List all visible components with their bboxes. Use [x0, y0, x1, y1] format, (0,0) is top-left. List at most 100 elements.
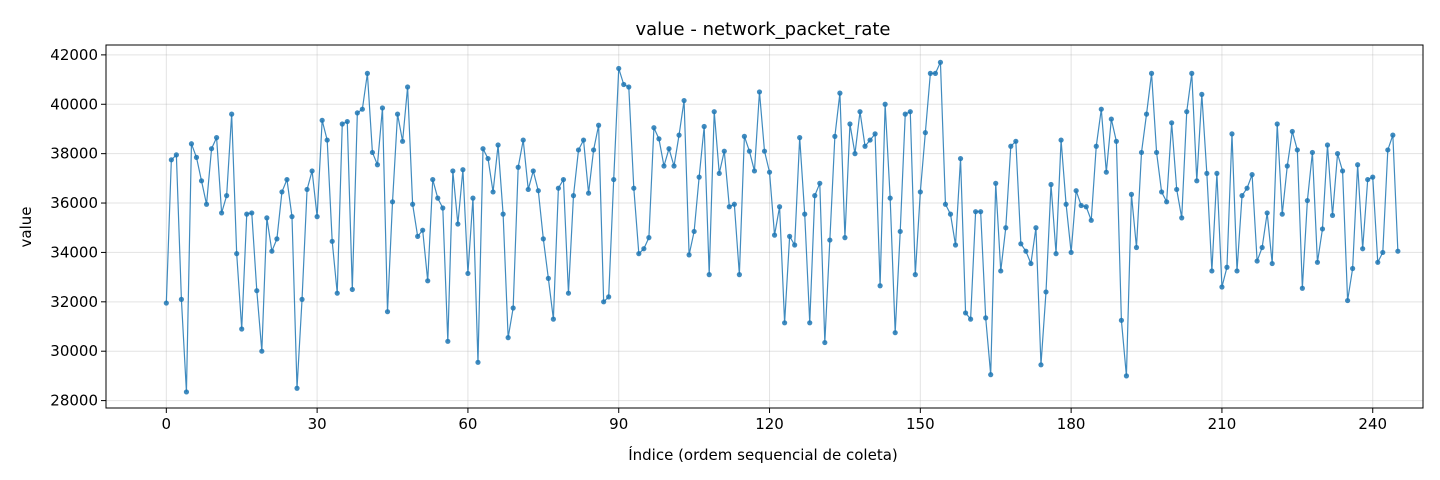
- data-point: [606, 294, 612, 300]
- data-point: [1073, 188, 1079, 194]
- data-point: [1068, 249, 1074, 256]
- data-point: [1209, 268, 1215, 274]
- data-point: [1284, 163, 1290, 169]
- data-point: [1234, 268, 1240, 274]
- data-point: [782, 320, 788, 326]
- data-point: [173, 152, 179, 158]
- data-point: [1314, 259, 1321, 265]
- data-point: [1008, 143, 1014, 149]
- data-point: [988, 372, 994, 378]
- data-point: [973, 209, 979, 215]
- data-point: [1033, 225, 1039, 231]
- data-point: [887, 195, 893, 201]
- data-point: [1159, 189, 1165, 195]
- data-point: [756, 89, 763, 95]
- x-tick-label: 210: [1208, 415, 1237, 433]
- y-axis-ticks: 28000 30000 32000 34000 36000 38000 40000 42000: [50, 46, 106, 410]
- data-point: [827, 237, 833, 243]
- data-point: [249, 210, 255, 216]
- data-point: [1365, 176, 1371, 183]
- data-point: [766, 169, 773, 175]
- data-point: [1093, 143, 1099, 149]
- data-point: [771, 232, 778, 238]
- y-tick-label: 30000: [50, 342, 98, 360]
- data-point: [671, 163, 677, 169]
- data-point: [837, 90, 843, 96]
- data-point: [1083, 204, 1089, 210]
- y-axis-label: value: [17, 207, 35, 248]
- data-point: [776, 204, 783, 210]
- data-point: [490, 189, 496, 195]
- data-point: [666, 146, 672, 152]
- data-point: [1133, 244, 1140, 251]
- data-point: [741, 133, 747, 139]
- data-point: [254, 288, 260, 294]
- data-point: [480, 146, 486, 152]
- data-point: [1370, 174, 1376, 180]
- data-point: [968, 316, 974, 322]
- data-point: [274, 236, 280, 242]
- data-point: [405, 84, 411, 90]
- data-point: [389, 199, 396, 205]
- data-point: [294, 385, 300, 391]
- data-point: [575, 147, 582, 153]
- y-tick-label: 28000: [50, 392, 98, 410]
- data-point: [410, 201, 416, 207]
- data-point: [862, 143, 868, 149]
- series-line: [165, 62, 1399, 392]
- data-point: [1023, 248, 1029, 254]
- data-point: [329, 238, 335, 244]
- data-point: [872, 131, 878, 137]
- data-point: [1063, 201, 1069, 207]
- data-point: [1244, 185, 1250, 191]
- data-point: [892, 330, 898, 336]
- data-point: [1304, 197, 1310, 204]
- data-point: [631, 185, 637, 191]
- data-point: [706, 272, 712, 278]
- data-point: [807, 320, 813, 326]
- data-point: [596, 122, 602, 128]
- data-point: [942, 201, 949, 207]
- data-point: [224, 193, 230, 199]
- data-point: [1345, 297, 1351, 304]
- data-point: [636, 251, 642, 257]
- data-point: [289, 214, 295, 220]
- data-point: [1018, 241, 1024, 247]
- data-point: [178, 296, 184, 302]
- y-tick-label: 38000: [50, 145, 98, 163]
- data-point: [1289, 128, 1295, 135]
- data-point: [470, 195, 476, 201]
- x-tick-label: 60: [458, 415, 477, 433]
- data-point: [962, 310, 969, 316]
- data-point: [560, 176, 567, 183]
- data-point: [616, 65, 622, 72]
- data-point: [656, 136, 662, 142]
- data-point: [1038, 362, 1044, 368]
- data-point: [364, 70, 370, 76]
- data-point: [213, 135, 220, 141]
- data-point: [394, 111, 401, 117]
- data-point: [354, 110, 360, 116]
- data-point: [309, 168, 315, 174]
- data-point: [384, 309, 391, 315]
- data-point: [460, 167, 466, 173]
- data-point: [1350, 265, 1356, 272]
- y-tick-label: 42000: [50, 46, 98, 64]
- data-point: [947, 211, 954, 217]
- data-point: [686, 252, 692, 258]
- data-point: [1123, 373, 1130, 379]
- data-point: [445, 338, 451, 344]
- data-point: [530, 168, 536, 174]
- y-tick-label: 32000: [50, 293, 98, 311]
- chart-title: value - network_packet_rate: [635, 19, 890, 40]
- data-point: [1249, 172, 1255, 178]
- data-point: [369, 149, 376, 156]
- data-point: [520, 137, 526, 143]
- data-point: [163, 300, 169, 306]
- data-point: [626, 84, 632, 90]
- data-point: [1219, 284, 1225, 290]
- data-point: [193, 154, 200, 160]
- data-point: [264, 215, 270, 221]
- data-point: [1194, 178, 1200, 184]
